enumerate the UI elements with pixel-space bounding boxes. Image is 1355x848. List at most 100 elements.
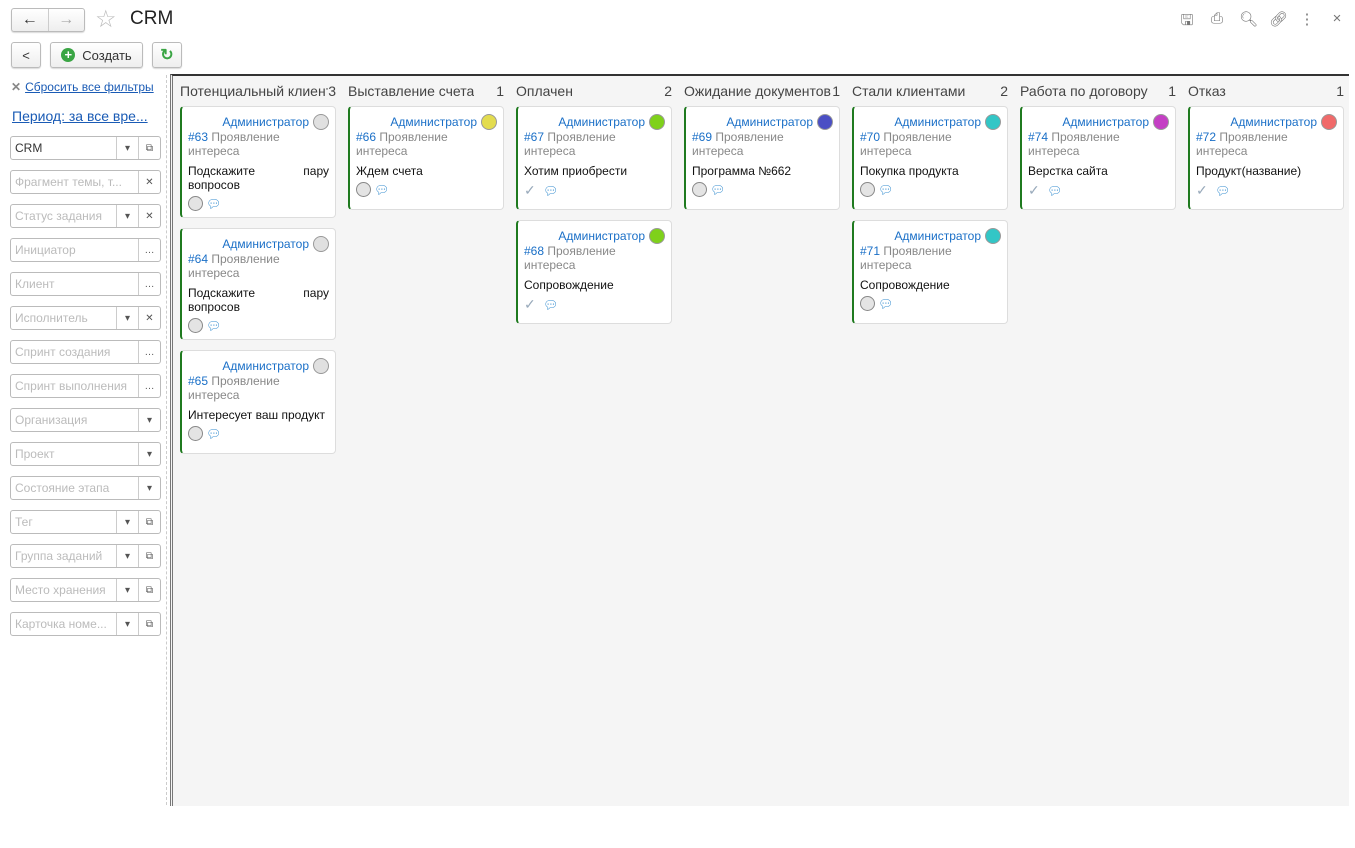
- task-card[interactable]: Администратор #72 Проявление интереса Пр…: [1188, 106, 1344, 210]
- card-author[interactable]: Администратор: [894, 115, 981, 129]
- filter-field[interactable]: Исполнитель ▾ ✕: [10, 306, 161, 330]
- preview-icon[interactable]: 🔍︎: [1239, 11, 1259, 28]
- filter-field[interactable]: Проект ▾: [10, 442, 161, 466]
- link-icon[interactable]: 🔗︎: [1269, 11, 1289, 28]
- filter-input[interactable]: Тег: [15, 515, 33, 529]
- filter-field[interactable]: Организация ▾: [10, 408, 161, 432]
- card-number[interactable]: #63: [188, 130, 209, 144]
- card-author[interactable]: Администратор: [1230, 115, 1317, 129]
- task-card[interactable]: Администратор #74 Проявление интереса Ве…: [1020, 106, 1176, 210]
- comment-icon[interactable]: 💬︎: [878, 296, 894, 311]
- comment-icon[interactable]: 💬︎: [374, 182, 390, 197]
- open-button[interactable]: ⧉: [138, 545, 160, 567]
- more-icon[interactable]: ⋮: [1299, 11, 1315, 28]
- dropdown-button[interactable]: ▾: [116, 613, 138, 635]
- filter-input[interactable]: Карточка номе...: [15, 617, 107, 631]
- dropdown-button[interactable]: ▾: [116, 511, 138, 533]
- task-card[interactable]: Администратор #64 Проявление интереса По…: [180, 228, 336, 340]
- comment-icon[interactable]: 💬︎: [710, 182, 726, 197]
- filter-input[interactable]: Проект: [15, 447, 55, 461]
- collapse-filters-button[interactable]: <: [11, 42, 41, 68]
- task-card[interactable]: Администратор #63 Проявление интереса По…: [180, 106, 336, 218]
- forward-button[interactable]: →: [47, 9, 85, 31]
- card-author[interactable]: Администратор: [222, 115, 309, 129]
- comment-icon[interactable]: 💬︎: [206, 426, 222, 441]
- filter-input[interactable]: Организация: [15, 413, 88, 427]
- card-number[interactable]: #66: [356, 130, 377, 144]
- filter-input[interactable]: Инициатор: [15, 243, 76, 257]
- dropdown-button[interactable]: ▾: [138, 443, 160, 465]
- dropdown-button[interactable]: ▾: [138, 477, 160, 499]
- filter-input[interactable]: CRM: [15, 141, 43, 155]
- refresh-button[interactable]: ↻: [152, 42, 182, 68]
- comment-icon[interactable]: 💬︎: [1215, 183, 1231, 198]
- open-button[interactable]: ⧉: [138, 137, 160, 159]
- filter-field[interactable]: Инициатор …: [10, 238, 161, 262]
- dropdown-button[interactable]: ▾: [116, 137, 138, 159]
- save-icon[interactable]: 🖫: [1180, 12, 1194, 29]
- task-card[interactable]: Администратор #69 Проявление интереса Пр…: [684, 106, 840, 210]
- dropdown-button[interactable]: ▾: [116, 545, 138, 567]
- card-author[interactable]: Администратор: [726, 115, 813, 129]
- filter-field[interactable]: Тег ▾ ⧉: [10, 510, 161, 534]
- task-card[interactable]: Администратор #67 Проявление интереса Хо…: [516, 106, 672, 210]
- card-number[interactable]: #74: [1028, 130, 1049, 144]
- comment-icon[interactable]: 💬︎: [206, 318, 222, 333]
- filter-field[interactable]: CRM ▾ ⧉: [10, 136, 161, 160]
- card-author[interactable]: Администратор: [558, 229, 645, 243]
- card-number[interactable]: #64: [188, 252, 209, 266]
- create-button[interactable]: + Создать: [50, 42, 143, 68]
- filter-input[interactable]: Место хранения: [15, 583, 106, 597]
- reset-filters-link[interactable]: Сбросить все фильтры: [25, 80, 154, 94]
- filter-input[interactable]: Исполнитель: [15, 311, 88, 325]
- select-button[interactable]: …: [138, 341, 160, 363]
- filter-input[interactable]: Состояние этапа: [15, 481, 110, 495]
- comment-icon[interactable]: 💬︎: [1047, 183, 1063, 198]
- task-card[interactable]: Администратор #65 Проявление интереса Ин…: [180, 350, 336, 454]
- card-number[interactable]: #70: [860, 130, 881, 144]
- dropdown-button[interactable]: ▾: [116, 307, 138, 329]
- filter-input[interactable]: Спринт выполнения: [15, 379, 128, 393]
- filter-field[interactable]: Состояние этапа ▾: [10, 476, 161, 500]
- filter-input[interactable]: Группа заданий: [15, 549, 103, 563]
- open-button[interactable]: ⧉: [138, 511, 160, 533]
- comment-icon[interactable]: 💬︎: [543, 297, 559, 312]
- filter-field[interactable]: Группа заданий ▾ ⧉: [10, 544, 161, 568]
- filter-input[interactable]: Фрагмент темы, т...: [15, 175, 122, 189]
- select-button[interactable]: …: [138, 375, 160, 397]
- period-link[interactable]: Период: за все вре...: [12, 108, 148, 124]
- filter-field[interactable]: Фрагмент темы, т... ✕: [10, 170, 161, 194]
- filter-field[interactable]: Карточка номе... ▾ ⧉: [10, 612, 161, 636]
- card-number[interactable]: #68: [524, 244, 545, 258]
- card-author[interactable]: Администратор: [222, 237, 309, 251]
- filter-input[interactable]: Клиент: [15, 277, 55, 291]
- filter-field[interactable]: Клиент…: [10, 272, 161, 296]
- filter-field[interactable]: Статус задания ▾ ✕: [10, 204, 161, 228]
- card-author[interactable]: Администратор: [1062, 115, 1149, 129]
- filter-field[interactable]: Спринт создания …: [10, 340, 161, 364]
- dropdown-button[interactable]: ▾: [116, 579, 138, 601]
- card-author[interactable]: Администратор: [390, 115, 477, 129]
- card-number[interactable]: #67: [524, 130, 545, 144]
- clear-button[interactable]: ✕: [138, 307, 160, 329]
- card-author[interactable]: Администратор: [558, 115, 645, 129]
- dropdown-button[interactable]: ▾: [116, 205, 138, 227]
- task-card[interactable]: Администратор #66 Проявление интереса Жд…: [348, 106, 504, 210]
- filter-input[interactable]: Статус задания: [15, 209, 102, 223]
- close-icon[interactable]: ×: [1332, 10, 1342, 27]
- card-number[interactable]: #71: [860, 244, 881, 258]
- comment-icon[interactable]: 💬︎: [543, 183, 559, 198]
- filter-input[interactable]: Спринт создания: [15, 345, 111, 359]
- card-author[interactable]: Администратор: [222, 359, 309, 373]
- clear-button[interactable]: ✕: [138, 205, 160, 227]
- select-button[interactable]: …: [138, 239, 160, 261]
- open-button[interactable]: ⧉: [138, 613, 160, 635]
- card-number[interactable]: #69: [692, 130, 713, 144]
- filter-field[interactable]: Место хранения ▾ ⧉: [10, 578, 161, 602]
- task-card[interactable]: Администратор #70 Проявление интереса По…: [852, 106, 1008, 210]
- back-button[interactable]: ←: [21, 11, 38, 28]
- task-card[interactable]: Администратор #71 Проявление интереса Со…: [852, 220, 1008, 324]
- favorite-star-icon[interactable]: ☆: [95, 6, 117, 33]
- print-icon[interactable]: ⎙: [1210, 10, 1223, 27]
- card-author[interactable]: Администратор: [894, 229, 981, 243]
